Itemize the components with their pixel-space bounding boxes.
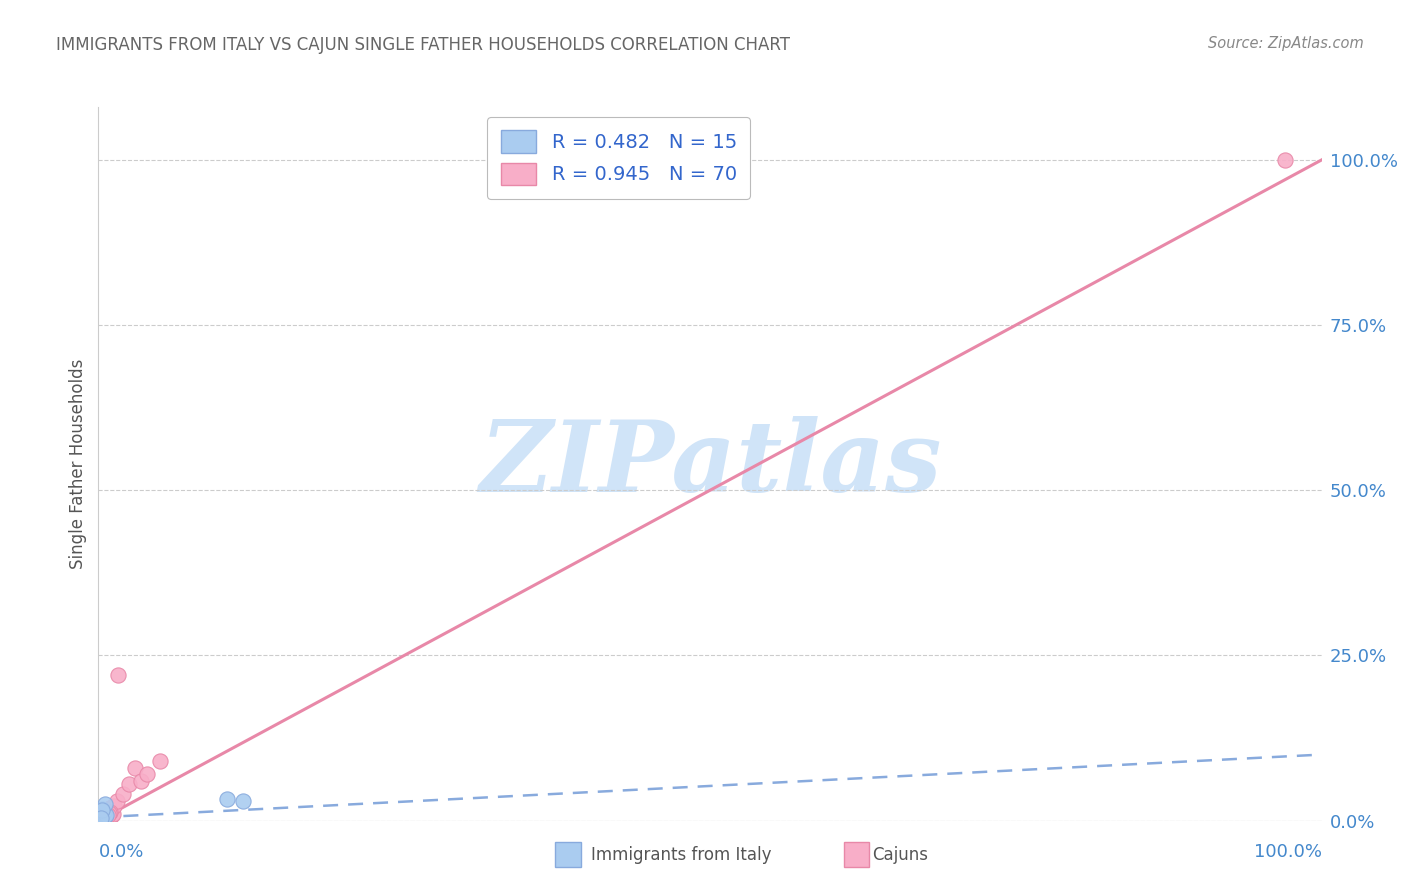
Point [98,810,121,824]
Text: 0.0%: 0.0% [98,843,143,861]
Point [93,805,115,819]
Point [89,810,111,824]
Point [91,807,114,822]
Point [89,808,111,822]
Point [90,808,112,822]
Legend: R = 0.482   N = 15, R = 0.945   N = 70: R = 0.482 N = 15, R = 0.945 N = 70 [488,117,751,199]
Point [91,810,114,824]
Point [89,807,111,822]
Point [111,787,134,801]
Point [89,808,111,822]
Point [89,812,111,826]
Point [101,807,124,822]
Point [100,808,122,822]
Point [96,810,118,824]
Point [91,802,114,816]
Point [98,802,121,816]
Point [94,797,117,811]
Point [129,774,152,789]
Point [91,809,114,823]
Point [100,800,122,814]
Point [90,809,112,823]
Point [91,810,114,824]
Point [91,807,114,822]
Point [93,812,115,826]
Point [89,807,111,822]
Point [101,799,124,814]
Point [90,805,112,820]
Point [93,810,115,824]
Point [90,810,112,824]
Point [89,809,111,823]
Point [93,807,115,822]
Point [89,810,111,824]
Point [105,794,128,808]
Point [94,810,117,824]
Text: Immigrants from Italy: Immigrants from Italy [591,846,770,863]
Point [94,806,117,821]
Text: Cajuns: Cajuns [872,846,928,863]
Point [90,809,112,823]
Point [97,802,120,816]
Point [93,809,115,823]
Point [215,792,238,806]
Point [89,811,111,825]
Point [91,811,114,825]
Text: ZIPatlas: ZIPatlas [479,416,941,512]
Point [94,805,117,819]
Point [97,806,120,821]
Point [97,807,120,822]
Point [93,810,115,824]
Point [89,804,111,818]
Point [90,811,112,825]
Point [94,808,117,822]
Text: IMMIGRANTS FROM ITALY VS CAJUN SINGLE FATHER HOUSEHOLDS CORRELATION CHART: IMMIGRANTS FROM ITALY VS CAJUN SINGLE FA… [56,36,790,54]
Point [91,805,114,819]
Point [97,809,120,823]
Point [89,810,111,824]
Point [98,805,121,819]
Point [87,810,110,824]
Point [149,754,172,768]
Point [103,807,125,822]
Point [107,668,129,682]
Point [90,810,112,824]
Point [100,801,122,815]
Point [124,761,146,775]
Point [1274,153,1296,167]
Point [89,811,111,825]
Text: Source: ZipAtlas.com: Source: ZipAtlas.com [1208,36,1364,51]
Point [103,799,125,814]
Point [93,805,115,820]
Point [90,806,112,821]
Point [90,811,112,825]
Point [94,810,117,824]
Point [232,794,254,808]
Point [91,803,114,817]
Point [93,806,115,821]
Point [91,810,114,824]
Point [90,808,112,822]
Point [90,805,112,820]
Point [91,811,114,825]
Point [91,806,114,821]
Point [91,810,114,824]
Point [93,804,115,818]
Point [94,807,117,822]
Point [90,812,112,826]
Point [89,807,111,822]
Text: 100.0%: 100.0% [1254,843,1322,861]
Point [93,808,115,822]
Point [136,767,159,781]
Point [89,807,111,822]
Point [118,777,141,791]
Point [96,803,118,817]
Point [94,808,117,822]
Y-axis label: Single Father Households: Single Father Households [69,359,87,569]
